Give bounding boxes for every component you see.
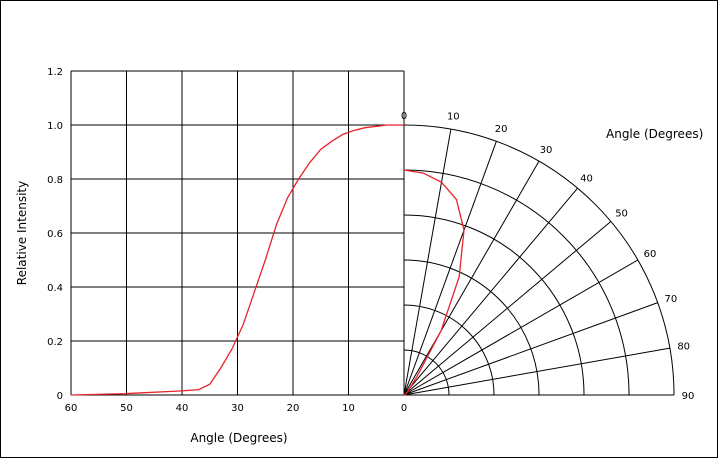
y-tick-label: 0.2	[47, 337, 63, 348]
tick-labels: 60 50 40 30 20 10 0 0 0.2 0.4 0.6 0.8 1.0 1.2 0 10 20 30 4…	[47, 67, 694, 414]
x-tick-label: 30	[231, 403, 244, 414]
polar-tick-label: 60	[644, 249, 657, 260]
x-tick-label: 50	[120, 403, 133, 414]
polar-arc-0.4	[403, 304, 495, 396]
polar-tick-label: 50	[615, 208, 628, 219]
polar-arc-1.0	[403, 169, 630, 396]
y-tick-label: 1.2	[47, 67, 63, 78]
polar-tick-label: 40	[580, 173, 593, 184]
x-tick-label: 0	[401, 403, 407, 414]
y-tick-label: 0.4	[47, 283, 63, 294]
x-tick-label: 40	[176, 403, 189, 414]
polar-arc-0.6	[403, 259, 540, 396]
intensity-curve-polar	[403, 169, 465, 396]
intensity-curves	[70, 124, 465, 396]
y-axis-title: Relative Intensity	[15, 181, 29, 285]
intensity-curve-cartesian	[70, 124, 404, 396]
polar-tick-label: 0	[401, 111, 407, 122]
y-tick-label: 0.8	[47, 175, 63, 186]
polar-tick-label: 30	[540, 145, 553, 156]
polar-ray-50	[403, 221, 612, 396]
x-tick-label: 10	[342, 403, 355, 414]
polar-ray-40	[403, 187, 578, 396]
polar-ray-80	[403, 347, 670, 396]
polar-tick-label: 10	[447, 111, 460, 122]
cartesian-grid	[70, 70, 405, 396]
y-tick-label: 0.6	[47, 229, 63, 240]
polar-tick-label: 90	[682, 391, 695, 402]
polar-grid	[403, 124, 675, 396]
polar-tick-label: 70	[665, 294, 678, 305]
x-axis-title: Angle (Degrees)	[190, 431, 287, 445]
x-tick-label: 60	[65, 403, 78, 414]
x-tick-label: 20	[287, 403, 300, 414]
polar-ray-10	[403, 129, 452, 396]
polar-arc-1.2	[403, 124, 675, 396]
polar-arc-0.8	[403, 214, 585, 396]
polar-ray-60	[403, 259, 639, 396]
polar-ray-20	[403, 141, 497, 396]
y-tick-label: 0	[57, 391, 63, 402]
polar-tick-label: 80	[677, 342, 690, 353]
y-tick-label: 1.0	[47, 121, 63, 132]
polar-tick-label: 20	[495, 124, 508, 135]
polar-axis-title: Angle (Degrees)	[606, 127, 703, 141]
polar-ray-30	[403, 160, 540, 396]
polar-ray-70	[403, 302, 658, 396]
